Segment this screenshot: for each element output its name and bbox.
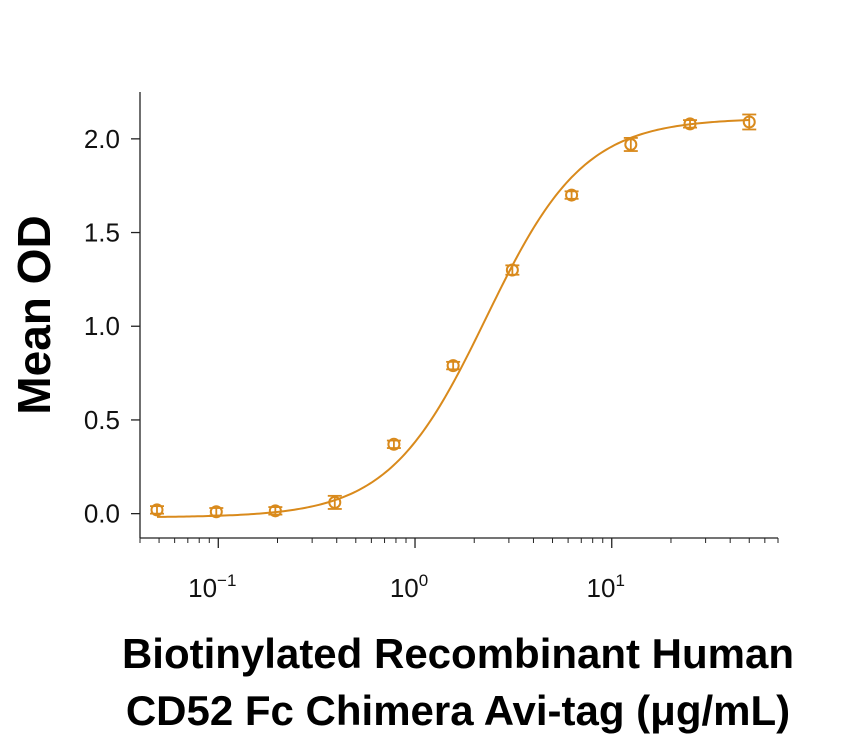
- y-tick-label: 2.0: [84, 124, 120, 154]
- data-point: [742, 113, 757, 131]
- point-marker: [150, 503, 164, 517]
- fit-curve: [156, 119, 750, 518]
- fit-curves: [156, 119, 750, 518]
- point-marker: [624, 137, 638, 151]
- point-marker: [328, 495, 342, 509]
- data-point: [623, 137, 638, 152]
- x-axis-title-line-2: CD52 Fc Chimera Avi-tag (μg/mL): [126, 687, 790, 734]
- data-point: [564, 188, 579, 202]
- axes: [139, 92, 778, 539]
- point-marker: [505, 263, 519, 277]
- data-point: [446, 359, 461, 373]
- data-point: [505, 263, 520, 277]
- data-point: [209, 505, 224, 519]
- data-point: [683, 117, 698, 131]
- point-marker: [742, 115, 756, 129]
- point-marker: [565, 188, 579, 202]
- y-ticks: 0.0 0.5 1.0 1.5 2.0: [84, 124, 140, 529]
- x-tick-label: 100: [390, 571, 428, 603]
- x-axis-title-line-1: Biotinylated Recombinant Human: [122, 630, 794, 677]
- y-tick-label: 1.5: [84, 218, 120, 248]
- x-ticks: 10−1 100 101: [139, 538, 779, 603]
- y-tick-label: 0.0: [84, 499, 120, 529]
- x-tick-label: 10−1: [188, 571, 236, 603]
- data-point: [327, 494, 342, 510]
- point-marker: [387, 437, 401, 451]
- data-point: [149, 503, 164, 517]
- point-marker: [446, 359, 460, 373]
- data-points: [149, 113, 757, 519]
- y-tick-label: 1.0: [84, 311, 120, 341]
- data-point: [386, 437, 401, 451]
- point-marker: [683, 117, 697, 131]
- point-marker: [268, 504, 282, 518]
- y-axis-title: Mean OD: [8, 215, 60, 414]
- x-tick-label: 101: [587, 571, 625, 603]
- y-tick-label: 0.5: [84, 405, 120, 435]
- data-point: [268, 504, 283, 518]
- point-marker: [209, 505, 223, 519]
